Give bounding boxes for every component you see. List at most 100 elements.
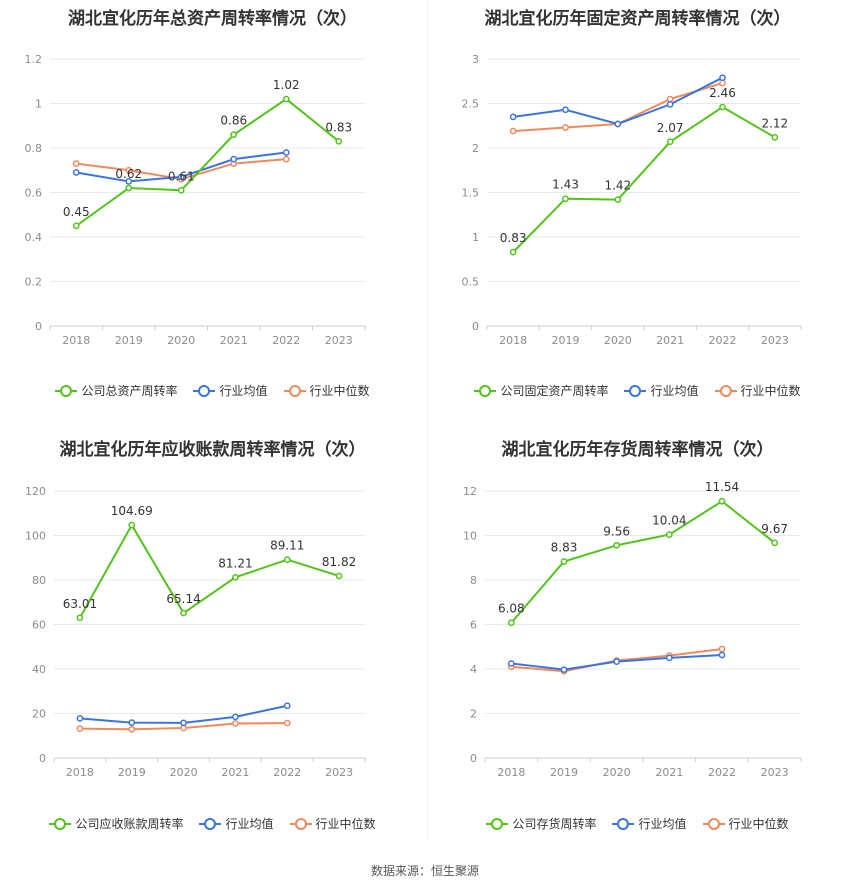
x-tick-label: 2020 <box>604 334 632 347</box>
legend-label: 公司固定资产周转率 <box>500 384 609 398</box>
x-tick-label: 2023 <box>761 334 789 347</box>
chart-title: 湖北宜化历年存货周转率情况（次） <box>501 440 774 460</box>
legend-label: 行业中位数 <box>728 817 789 831</box>
chart-legend: 公司应收账款周转率 行业均值 行业中位数 <box>0 815 425 832</box>
legend-item-2[interactable]: 行业均值 <box>193 382 268 399</box>
series-line-1 <box>79 523 340 619</box>
data-point <box>125 166 133 174</box>
data-point <box>335 572 343 580</box>
x-tick-label: 2021 <box>221 766 249 779</box>
data-point <box>282 155 290 163</box>
data-label: 0.45 <box>63 205 90 219</box>
y-tick-label: 100 <box>25 530 46 543</box>
legend-label: 行业中位数 <box>315 817 376 831</box>
data-point <box>177 186 185 194</box>
data-point <box>562 124 569 131</box>
x-tick-label: 2021 <box>220 334 248 347</box>
data-point <box>719 79 726 87</box>
data-point <box>283 702 291 710</box>
data-label: 0.83 <box>325 120 352 134</box>
data-point <box>76 725 84 732</box>
y-tick-label: 0 <box>470 752 477 765</box>
data-point <box>665 654 673 662</box>
x-tick-label: 2021 <box>656 334 684 347</box>
legend-label: 公司应收账款周转率 <box>75 817 184 831</box>
data-label: 0.61 <box>168 169 195 183</box>
legend-item-1[interactable]: 公司存货周转率 <box>486 815 596 832</box>
data-label: 63.01 <box>63 597 97 611</box>
y-tick-label: 60 <box>32 619 46 632</box>
legend-item-3[interactable]: 行业中位数 <box>283 382 370 399</box>
series-line-2 <box>513 76 723 126</box>
data-point <box>562 106 569 114</box>
legend-label: 行业均值 <box>219 384 268 398</box>
y-tick-label: 0.5 <box>462 276 480 289</box>
legend-item-2[interactable]: 行业均值 <box>624 382 699 399</box>
data-label: 0.86 <box>220 114 247 128</box>
x-tick-label: 2021 <box>655 766 683 779</box>
data-point <box>283 556 291 564</box>
data-point <box>718 645 726 653</box>
data-point <box>613 658 621 666</box>
data-label: 0.83 <box>500 231 527 245</box>
data-label: 65.14 <box>166 592 200 606</box>
legend-marker-icon <box>486 817 509 830</box>
legend-marker-icon <box>55 384 78 397</box>
chart-panel-4: 湖北宜化历年存货周转率情况（次） 0 2 4 6 8 10 12 2018 2019 2020 202… <box>425 425 850 845</box>
data-label: 10.04 <box>652 514 686 528</box>
data-point <box>72 169 80 176</box>
legend-item-1[interactable]: 公司总资产周转率 <box>55 382 177 399</box>
data-point <box>771 539 779 547</box>
x-tick-label: 2023 <box>325 334 353 347</box>
legend-item-2[interactable]: 行业均值 <box>612 815 687 832</box>
legend-item-2[interactable]: 行业均值 <box>199 815 274 832</box>
y-tick-label: 2 <box>472 142 479 155</box>
y-tick-label: 2.5 <box>462 98 480 111</box>
data-point <box>232 720 239 727</box>
data-point <box>232 713 239 721</box>
y-tick-label: 4 <box>470 663 477 676</box>
chart-legend: 公司固定资产周转率 行业均值 行业中位数 <box>425 382 850 399</box>
data-label: 2.46 <box>709 86 736 100</box>
data-label: 6.08 <box>498 602 525 616</box>
data-point <box>283 719 291 727</box>
legend-label: 行业中位数 <box>309 384 370 398</box>
y-tick-label: 8 <box>470 574 477 587</box>
data-point <box>232 573 239 581</box>
data-label: 1.02 <box>273 78 300 92</box>
data-point <box>72 160 80 167</box>
series-line-1 <box>75 97 340 227</box>
x-tick-label: 2019 <box>552 334 580 347</box>
y-tick-label: 120 <box>25 485 46 498</box>
data-point <box>177 173 185 181</box>
data-point <box>72 222 80 230</box>
legend-label: 行业均值 <box>650 384 699 398</box>
x-tick-label: 2022 <box>708 766 736 779</box>
y-tick-label: 6 <box>470 619 477 632</box>
data-point <box>560 666 568 674</box>
x-tick-label: 2020 <box>603 766 631 779</box>
chart-panel-2: 湖北宜化历年固定资产周转率情况（次） 0 0.5 1 1.5 2 2.5 3 2018 2019 2… <box>425 0 850 420</box>
x-tick-label: 2022 <box>272 334 300 347</box>
x-tick-label: 2018 <box>497 766 525 779</box>
legend-marker-icon <box>193 384 216 397</box>
legend-item-3[interactable]: 行业中位数 <box>289 815 376 832</box>
legend-marker-icon <box>49 817 72 830</box>
x-tick-label: 2023 <box>761 766 789 779</box>
legend-marker-icon <box>714 384 737 397</box>
y-tick-label: 1.5 <box>462 187 480 200</box>
x-tick-label: 2023 <box>325 766 353 779</box>
data-label: 1.43 <box>552 178 579 192</box>
data-point <box>230 131 238 138</box>
chart-title: 湖北宜化历年固定资产周转率情况（次） <box>484 9 791 29</box>
x-tick-label: 2022 <box>709 334 737 347</box>
x-tick-label: 2022 <box>273 766 301 779</box>
legend-item-1[interactable]: 公司固定资产周转率 <box>474 382 608 399</box>
chart-title: 湖北宜化历年应收账款周转率情况（次） <box>59 440 366 460</box>
legend-item-3[interactable]: 行业中位数 <box>702 815 789 832</box>
data-point <box>180 719 187 727</box>
legend-item-1[interactable]: 公司应收账款周转率 <box>49 815 183 832</box>
data-point <box>76 614 84 622</box>
legend-item-3[interactable]: 行业中位数 <box>714 382 801 399</box>
y-tick-label: 1 <box>472 231 479 244</box>
